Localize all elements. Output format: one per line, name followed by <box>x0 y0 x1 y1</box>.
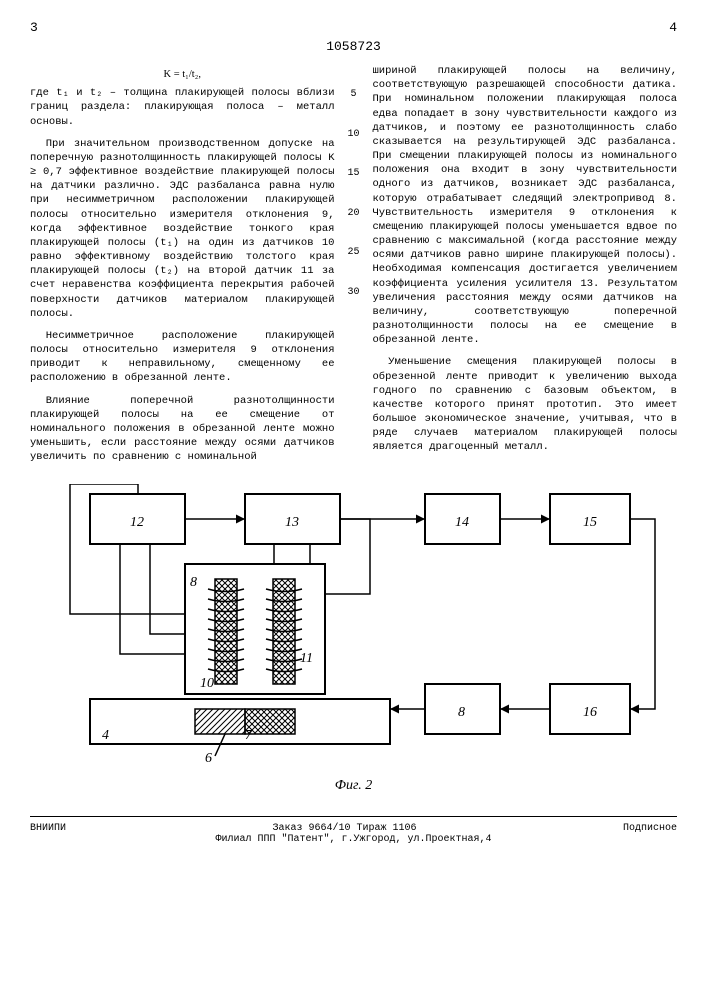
footer-right: Подписное <box>623 823 677 834</box>
figure-caption: Фиг. 2 <box>30 778 677 794</box>
block-12-label: 12 <box>130 515 144 530</box>
formula: K = t₁/t₂, <box>30 68 335 82</box>
footer-center: Заказ 9664/10 Тираж 1106 <box>272 823 416 834</box>
page: 3 4 1058723 K = t₁/t₂, где t₁ и t₂ – тол… <box>0 0 707 1000</box>
left-paragraph: Несимметричное расположение плакирующей … <box>30 329 335 386</box>
wire-12-sensor <box>120 544 185 654</box>
line-mark: 20 <box>347 207 359 221</box>
sensor-housing <box>185 564 325 694</box>
figure-area: 12 13 14 15 8 16 <box>30 484 677 804</box>
cladding-left <box>195 709 245 734</box>
block-14-label: 14 <box>455 515 469 530</box>
page-numbers-row: 3 4 <box>30 20 677 35</box>
left-paragraph: При значительном производственном допуск… <box>30 137 335 321</box>
wire-15-16 <box>630 519 655 709</box>
text-columns: K = t₁/t₂, где t₁ и t₂ – толщина плакиру… <box>30 64 677 472</box>
line-mark: 10 <box>347 128 359 142</box>
label-8s: 8 <box>190 575 197 590</box>
line-mark: 30 <box>347 286 359 300</box>
label-6: 6 <box>205 751 212 766</box>
block-13-label: 13 <box>285 515 299 530</box>
block-diagram: 12 13 14 15 8 16 <box>30 484 677 774</box>
block-15-label: 15 <box>583 515 597 530</box>
right-paragraph: Уменьшение смещения плакирующей полосы в… <box>373 355 678 454</box>
block-8-label: 8 <box>458 705 465 720</box>
document-number: 1058723 <box>30 39 677 54</box>
label-11: 11 <box>300 651 313 666</box>
label-7: 7 <box>245 728 253 743</box>
line-mark: 15 <box>347 167 359 181</box>
footer-row: ВНИИПИ Заказ 9664/10 Тираж 1106 Подписно… <box>30 816 677 834</box>
label-10: 10 <box>200 676 214 691</box>
line-mark: 25 <box>347 246 359 260</box>
right-column: шириной плакирующей полосы на величину, … <box>373 64 678 472</box>
page-number-left: 3 <box>30 20 38 35</box>
label-4: 4 <box>102 728 109 743</box>
left-paragraph: Влияние поперечной разнотолщинности плак… <box>30 394 335 465</box>
wire-12-sensor-b <box>150 544 185 634</box>
cladding-right <box>245 709 295 734</box>
line-number-gutter: 5 10 15 20 25 30 <box>347 64 361 472</box>
footer-address: Филиал ППП "Патент", г.Ужгород, ул.Проек… <box>30 834 677 845</box>
block-16-label: 16 <box>583 705 597 720</box>
where-clause: где t₁ и t₂ – толщина плакирующей полосы… <box>30 86 335 129</box>
left-column: K = t₁/t₂, где t₁ и t₂ – толщина плакиру… <box>30 64 335 472</box>
right-paragraph: шириной плакирующей полосы на величину, … <box>373 64 678 347</box>
footer-left: ВНИИПИ <box>30 823 66 834</box>
page-number-right: 4 <box>669 20 677 35</box>
line-mark: 5 <box>350 88 356 102</box>
